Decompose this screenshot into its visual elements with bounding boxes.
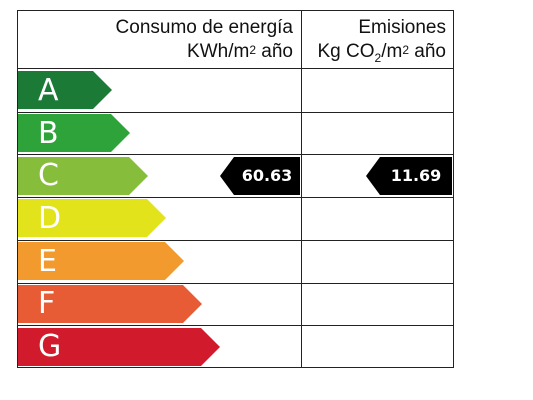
consumo-header: Consumo de energía KWh/m2 año: [13, 16, 293, 65]
class-letter: B: [38, 115, 59, 151]
consumo-rating-marker: 60.63: [220, 156, 300, 195]
emisiones-title: Emisiones: [358, 17, 446, 38]
emisiones-header: Emisiones Kg CO2/m2 año: [296, 16, 447, 65]
emisiones-rating-marker-value: 11.69: [390, 166, 442, 186]
row-divider: [301, 154, 454, 155]
class-bar-e: E: [18, 242, 184, 281]
emisiones-rating-marker: 11.69: [366, 156, 452, 195]
row-divider: [17, 283, 301, 284]
class-letter: F: [38, 286, 56, 322]
class-bar-d: D: [18, 199, 166, 238]
row-divider: [17, 325, 301, 326]
class-bar-a: A: [18, 71, 112, 110]
class-letter: E: [38, 243, 57, 279]
row-divider: [301, 112, 454, 113]
class-bar-b: B: [18, 114, 130, 153]
class-letter: G: [38, 329, 62, 365]
consumo-rating-marker-value: 60.63: [241, 166, 293, 186]
row-divider: [301, 325, 454, 326]
class-letter: C: [38, 158, 59, 194]
emisiones-unit: Kg CO2/m2 año: [317, 41, 447, 65]
column-divider: [301, 10, 302, 368]
class-bar-f: F: [18, 284, 202, 323]
consumo-unit: KWh/m2 año: [187, 41, 293, 62]
energy-label-table: [17, 10, 454, 368]
row-divider: [17, 197, 301, 198]
class-letter: D: [38, 200, 62, 236]
row-divider: [301, 283, 454, 284]
row-divider: [301, 197, 454, 198]
class-bar-c: C: [18, 156, 148, 195]
row-divider: [17, 154, 301, 155]
row-divider: [301, 240, 454, 241]
header-divider: [17, 68, 454, 69]
class-bar-g: G: [18, 327, 220, 366]
row-divider: [17, 112, 301, 113]
row-divider: [17, 240, 301, 241]
class-letter: A: [38, 72, 59, 108]
consumo-title: Consumo de energía: [115, 17, 293, 38]
